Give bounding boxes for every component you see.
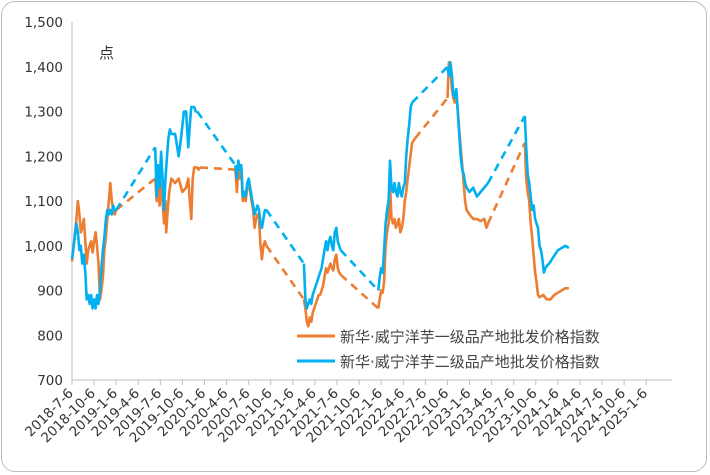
series-1-dashed-segment — [265, 245, 305, 301]
unit-label: 点 — [99, 44, 114, 62]
y-tick-label: 1,400 — [24, 60, 63, 76]
series-2-line-segment — [377, 102, 414, 291]
y-tick-label: 1,500 — [24, 15, 63, 31]
series-1-line-segment — [302, 253, 342, 328]
series-2-line-segment — [523, 115, 570, 274]
series-2-dashed-segment — [339, 249, 380, 292]
series-1-line-segment — [70, 181, 118, 301]
legend-label-1: 新华·威宁洋芋一级品产地批发价格指数 — [340, 328, 600, 346]
series-1-dashed-segment — [200, 166, 236, 171]
y-tick-label: 1,000 — [24, 239, 63, 255]
series-2-dashed-segment — [265, 209, 305, 265]
y-tick-label: 1,100 — [24, 194, 63, 210]
series-2-line-segment — [234, 159, 267, 230]
y-tick-label: 700 — [37, 373, 63, 389]
series-1-line-segment — [406, 137, 417, 179]
y-tick-label: 1,300 — [24, 105, 63, 121]
series-2-dashed-segment — [196, 110, 237, 166]
y-tick-label: 1,200 — [24, 149, 63, 165]
x-axis: 2018-7-62018-10-62019-1-62019-4-62019-7-… — [22, 379, 672, 446]
series-2-line-segment — [302, 226, 342, 310]
plot-area — [70, 61, 570, 328]
series-1 — [70, 61, 569, 328]
series-2-dashed-segment — [115, 146, 157, 211]
series-2-line-segment — [70, 204, 117, 310]
legend-label-2: 新华·威宁洋芋二级品产地批发价格指数 — [340, 353, 600, 371]
y-tick-label: 800 — [37, 328, 63, 344]
series-2-line-segment — [446, 61, 490, 198]
series-1-line-segment — [234, 163, 268, 261]
series-2-dashed-segment — [486, 115, 526, 184]
series-2-line-segment — [153, 105, 198, 212]
series-2 — [70, 61, 570, 310]
series-1-dashed-segment — [414, 97, 449, 140]
y-tick-label: 900 — [37, 284, 63, 300]
y-axis: 700 800 900 1,000 1,100 1,200 1,300 1,400 1,500 — [24, 15, 73, 389]
series-2-dashed-segment — [411, 65, 449, 104]
series-1-dashed-segment — [339, 273, 380, 310]
series-1-line-segment — [377, 178, 409, 309]
series-1-dashed-segment — [486, 142, 526, 224]
series-1-dashed-segment — [115, 177, 157, 212]
series-1-line-segment — [523, 142, 569, 301]
